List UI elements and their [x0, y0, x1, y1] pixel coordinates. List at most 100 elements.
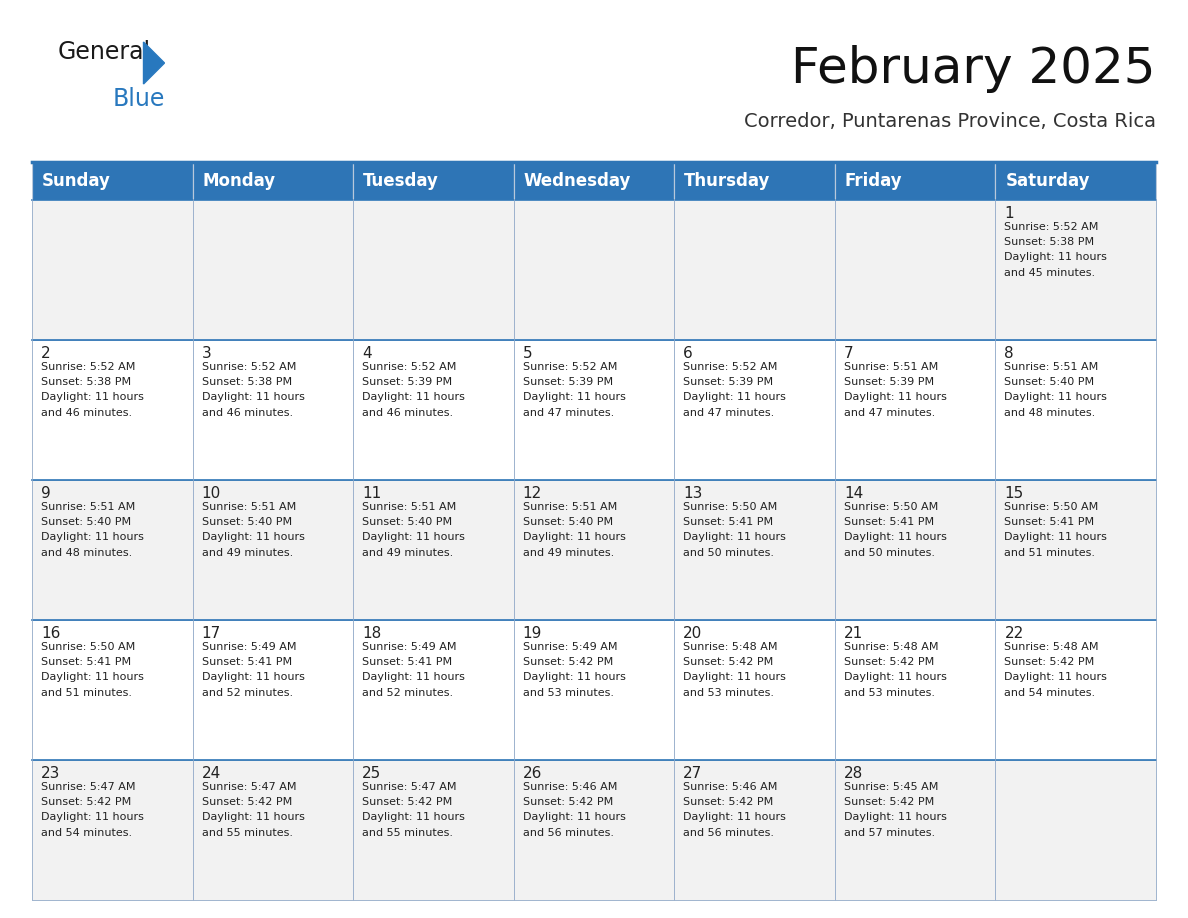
- Bar: [835, 480, 996, 620]
- Text: Sunrise: 5:52 AM: Sunrise: 5:52 AM: [1004, 221, 1099, 231]
- Text: Daylight: 11 hours: Daylight: 11 hours: [683, 532, 786, 543]
- Text: and 50 minutes.: and 50 minutes.: [683, 548, 775, 558]
- Text: Sunrise: 5:51 AM: Sunrise: 5:51 AM: [523, 501, 617, 511]
- Bar: [353, 200, 513, 340]
- Text: and 49 minutes.: and 49 minutes.: [202, 548, 292, 558]
- Text: 3: 3: [202, 346, 211, 361]
- Text: Sunrise: 5:51 AM: Sunrise: 5:51 AM: [843, 362, 939, 372]
- Bar: [675, 760, 835, 900]
- Text: and 46 minutes.: and 46 minutes.: [202, 408, 292, 418]
- Bar: [32, 620, 192, 760]
- Text: 8: 8: [1004, 346, 1015, 361]
- Text: and 52 minutes.: and 52 minutes.: [362, 688, 454, 698]
- Bar: [192, 620, 353, 760]
- Text: Daylight: 11 hours: Daylight: 11 hours: [1004, 673, 1107, 682]
- Text: Sunset: 5:38 PM: Sunset: 5:38 PM: [1004, 237, 1094, 247]
- Text: 16: 16: [42, 626, 61, 641]
- Text: Sunset: 5:42 PM: Sunset: 5:42 PM: [843, 657, 934, 667]
- Text: Sunday: Sunday: [42, 172, 110, 190]
- Bar: [996, 620, 1156, 760]
- Text: Daylight: 11 hours: Daylight: 11 hours: [843, 812, 947, 823]
- Text: Sunset: 5:42 PM: Sunset: 5:42 PM: [683, 657, 773, 667]
- Text: Sunset: 5:41 PM: Sunset: 5:41 PM: [362, 657, 453, 667]
- Text: Daylight: 11 hours: Daylight: 11 hours: [42, 812, 144, 823]
- Text: Sunset: 5:42 PM: Sunset: 5:42 PM: [42, 797, 131, 807]
- Bar: [32, 480, 192, 620]
- Text: Friday: Friday: [845, 172, 903, 190]
- Text: and 51 minutes.: and 51 minutes.: [1004, 548, 1095, 558]
- Bar: [32, 760, 192, 900]
- Bar: [675, 480, 835, 620]
- Text: 17: 17: [202, 626, 221, 641]
- Text: Wednesday: Wednesday: [524, 172, 631, 190]
- Text: Sunrise: 5:52 AM: Sunrise: 5:52 AM: [202, 362, 296, 372]
- Bar: [32, 200, 192, 340]
- Text: Sunrise: 5:49 AM: Sunrise: 5:49 AM: [362, 642, 456, 652]
- Text: Daylight: 11 hours: Daylight: 11 hours: [202, 532, 304, 543]
- Text: Sunrise: 5:48 AM: Sunrise: 5:48 AM: [843, 642, 939, 652]
- Text: Sunrise: 5:52 AM: Sunrise: 5:52 AM: [523, 362, 617, 372]
- Text: Thursday: Thursday: [684, 172, 771, 190]
- Text: Monday: Monday: [203, 172, 276, 190]
- Bar: [996, 760, 1156, 900]
- Bar: [192, 340, 353, 480]
- Text: 18: 18: [362, 626, 381, 641]
- Text: Sunset: 5:42 PM: Sunset: 5:42 PM: [843, 797, 934, 807]
- Text: Daylight: 11 hours: Daylight: 11 hours: [42, 673, 144, 682]
- Text: 7: 7: [843, 346, 853, 361]
- Text: Daylight: 11 hours: Daylight: 11 hours: [523, 812, 626, 823]
- Text: Sunrise: 5:48 AM: Sunrise: 5:48 AM: [1004, 642, 1099, 652]
- Text: 26: 26: [523, 766, 542, 781]
- Text: Daylight: 11 hours: Daylight: 11 hours: [843, 393, 947, 402]
- Text: and 54 minutes.: and 54 minutes.: [42, 828, 132, 838]
- Text: Sunrise: 5:51 AM: Sunrise: 5:51 AM: [202, 501, 296, 511]
- Text: Sunset: 5:42 PM: Sunset: 5:42 PM: [202, 797, 292, 807]
- Text: Daylight: 11 hours: Daylight: 11 hours: [202, 393, 304, 402]
- Text: 20: 20: [683, 626, 702, 641]
- Text: Sunrise: 5:50 AM: Sunrise: 5:50 AM: [42, 642, 135, 652]
- Text: Sunset: 5:41 PM: Sunset: 5:41 PM: [42, 657, 131, 667]
- Bar: [353, 480, 513, 620]
- Text: Sunset: 5:39 PM: Sunset: 5:39 PM: [683, 377, 773, 387]
- Text: Daylight: 11 hours: Daylight: 11 hours: [683, 393, 786, 402]
- Text: Sunrise: 5:51 AM: Sunrise: 5:51 AM: [42, 501, 135, 511]
- Text: Sunset: 5:38 PM: Sunset: 5:38 PM: [42, 377, 131, 387]
- Text: 12: 12: [523, 486, 542, 501]
- Text: Daylight: 11 hours: Daylight: 11 hours: [523, 393, 626, 402]
- Text: Sunset: 5:42 PM: Sunset: 5:42 PM: [523, 657, 613, 667]
- Bar: [835, 620, 996, 760]
- Bar: [513, 620, 675, 760]
- Text: Sunset: 5:38 PM: Sunset: 5:38 PM: [202, 377, 292, 387]
- Text: Sunset: 5:39 PM: Sunset: 5:39 PM: [843, 377, 934, 387]
- Text: Sunrise: 5:46 AM: Sunrise: 5:46 AM: [523, 781, 617, 791]
- Text: and 53 minutes.: and 53 minutes.: [523, 688, 614, 698]
- Bar: [353, 340, 513, 480]
- Text: Sunset: 5:40 PM: Sunset: 5:40 PM: [42, 517, 131, 527]
- Text: Sunset: 5:42 PM: Sunset: 5:42 PM: [1004, 657, 1094, 667]
- Text: Daylight: 11 hours: Daylight: 11 hours: [1004, 252, 1107, 263]
- Text: Sunset: 5:42 PM: Sunset: 5:42 PM: [683, 797, 773, 807]
- Text: Sunrise: 5:49 AM: Sunrise: 5:49 AM: [202, 642, 296, 652]
- Text: Sunset: 5:41 PM: Sunset: 5:41 PM: [202, 657, 292, 667]
- Text: Sunset: 5:40 PM: Sunset: 5:40 PM: [362, 517, 453, 527]
- Text: Daylight: 11 hours: Daylight: 11 hours: [1004, 393, 1107, 402]
- Text: Sunrise: 5:50 AM: Sunrise: 5:50 AM: [843, 501, 939, 511]
- Text: Sunset: 5:41 PM: Sunset: 5:41 PM: [1004, 517, 1094, 527]
- Bar: [996, 480, 1156, 620]
- Text: Sunset: 5:40 PM: Sunset: 5:40 PM: [202, 517, 292, 527]
- Text: and 46 minutes.: and 46 minutes.: [362, 408, 454, 418]
- Bar: [835, 760, 996, 900]
- Text: Sunrise: 5:52 AM: Sunrise: 5:52 AM: [42, 362, 135, 372]
- Bar: [996, 340, 1156, 480]
- Text: and 53 minutes.: and 53 minutes.: [843, 688, 935, 698]
- Text: and 56 minutes.: and 56 minutes.: [683, 828, 775, 838]
- Bar: [192, 760, 353, 900]
- Text: 5: 5: [523, 346, 532, 361]
- Bar: [675, 620, 835, 760]
- Text: 15: 15: [1004, 486, 1024, 501]
- Bar: [192, 200, 353, 340]
- Text: Sunset: 5:42 PM: Sunset: 5:42 PM: [523, 797, 613, 807]
- Text: Sunset: 5:40 PM: Sunset: 5:40 PM: [1004, 377, 1094, 387]
- Text: Sunset: 5:39 PM: Sunset: 5:39 PM: [362, 377, 453, 387]
- Text: and 47 minutes.: and 47 minutes.: [523, 408, 614, 418]
